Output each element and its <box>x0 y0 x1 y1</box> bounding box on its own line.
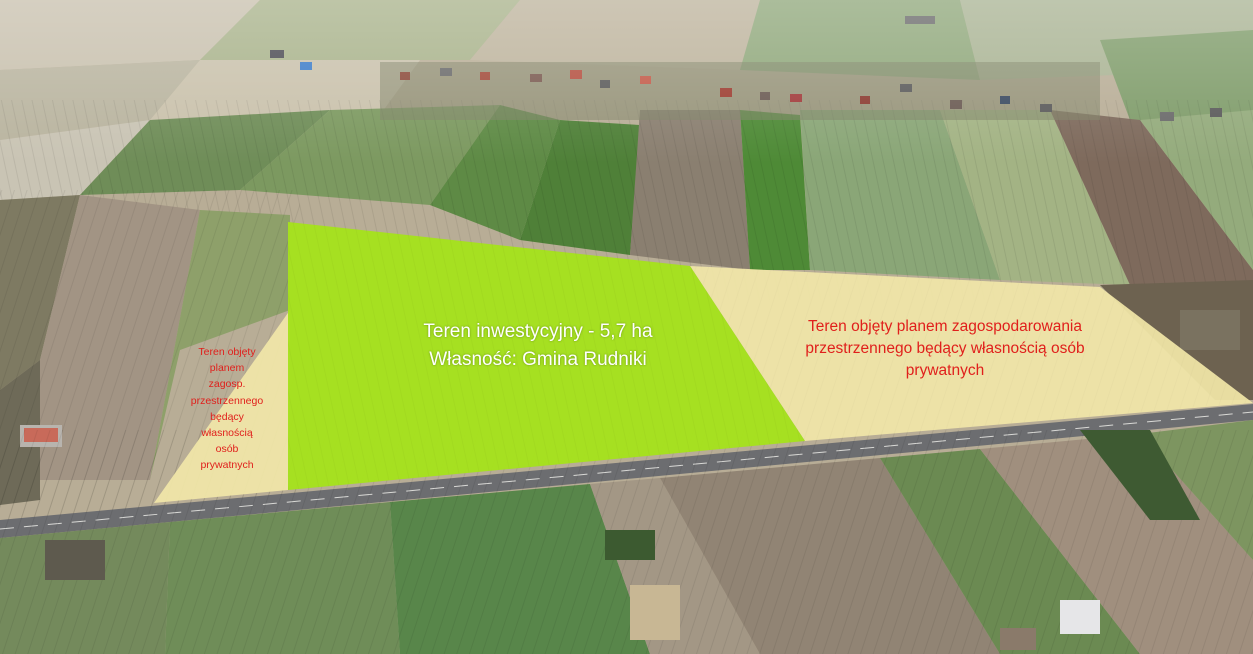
private-area-left-line: osób <box>215 443 239 456</box>
investment-area-title: Teren inwestycyjny - 5,7 ha <box>423 321 653 342</box>
private-area-left-line: planem <box>209 362 245 375</box>
private-area-left-line: przestrzennego <box>190 394 264 407</box>
private-area-right-label: Teren objęty planem zagospodarowania prz… <box>760 316 1130 382</box>
private-area-left-label: Teren objęty planem zagosp. przestrzenne… <box>160 344 294 474</box>
investment-area-ownership: Własność: Gmina Rudniki <box>429 349 647 370</box>
private-area-right-line: przestrzennego będący własnością osób <box>805 340 1085 357</box>
private-area-left-line: będący <box>210 410 244 423</box>
private-area-left-line: własnością <box>201 427 253 440</box>
private-area-left-line: Teren objęty <box>198 346 256 358</box>
private-area-left-line: zagosp. <box>208 378 246 391</box>
private-area-left-line: prywatnych <box>200 459 254 472</box>
private-area-right-line: Teren objęty planem zagospodarowania <box>807 318 1082 335</box>
private-area-right-line: prywatnych <box>905 362 985 379</box>
investment-area-label: Teren inwestycyjny - 5,7 ha Własność: Gm… <box>318 318 758 374</box>
